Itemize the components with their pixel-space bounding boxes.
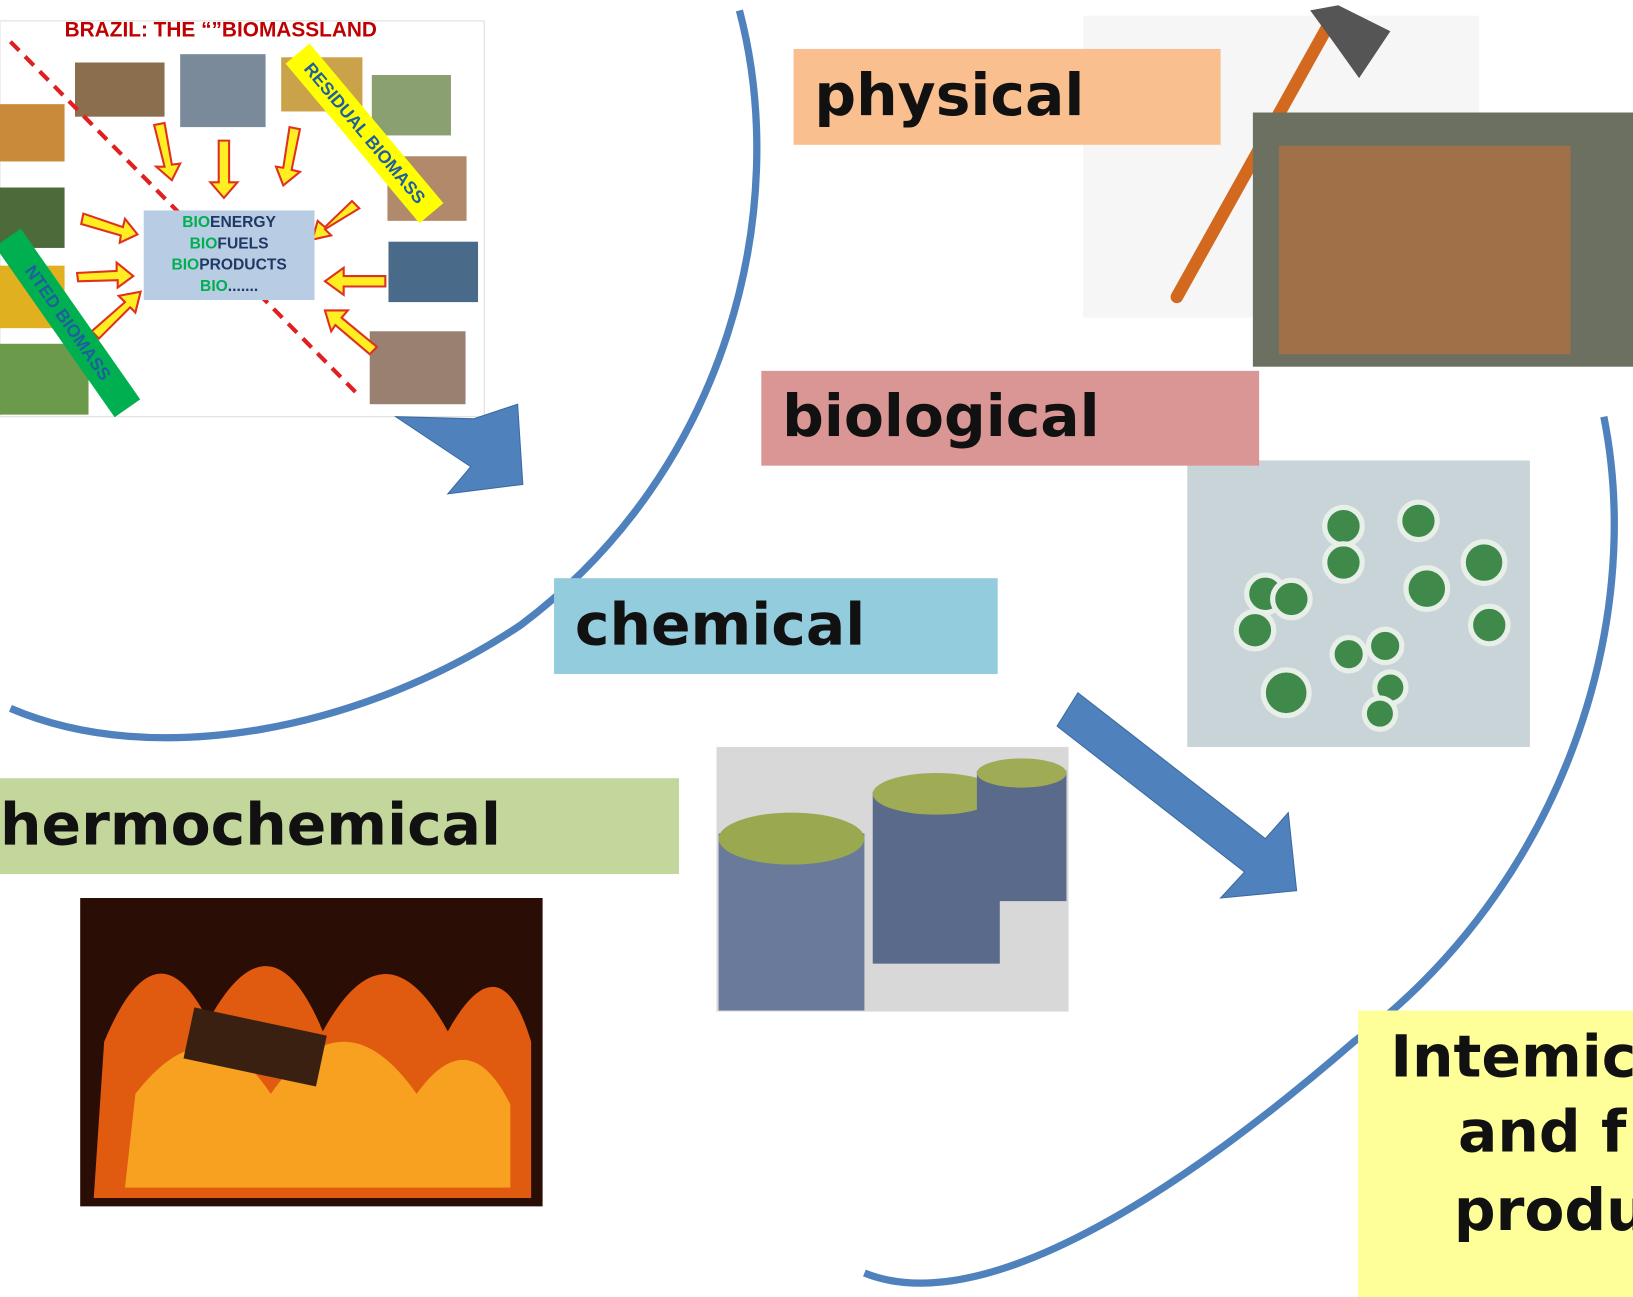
photo [0,104,65,161]
process-label: physical [814,61,1084,129]
center-rest: ENERGY [210,214,276,231]
center-prefix: BIO [200,278,228,295]
center-prefix: BIO [171,257,199,274]
inset: BRAZIL: THE “”BIOMASSLAND RESIDUAL BIOMA… [0,19,484,417]
product-line: Intemic [1390,1023,1633,1091]
inset-title: BRAZIL: THE “”BIOMASSLAND [65,19,377,42]
process-label: biological [782,382,1100,450]
center-rest: FUELS [217,235,268,252]
center-line: BIOPRODUCTS [171,257,286,274]
center-prefix: BIO [190,235,218,252]
center-rest: ....... [228,278,258,295]
slide: BRAZIL: THE “”BIOMASSLAND RESIDUAL BIOMA… [0,0,1633,1297]
process-label: hermochemical [0,790,501,858]
page: {"inset":{"title":"BRAZIL: THE “”BIOMASS… [0,0,1633,1297]
center-prefix: BIO [182,214,210,231]
algae-photo [1187,460,1530,746]
center-line: BIOENERGY [182,214,276,231]
photo [180,54,265,127]
center-line: BIOFUELS [190,235,269,252]
process-label: chemical [575,590,865,658]
center-line: BIO....... [200,278,258,295]
photo [388,242,478,302]
photo [370,331,466,404]
product-line: and f [1458,1098,1627,1166]
arrow [396,404,523,494]
firewood-stack [1279,146,1571,354]
product-line: produ [1454,1176,1633,1244]
photo [75,63,165,117]
center-rest: PRODUCTS [199,257,287,274]
photo [372,75,451,135]
